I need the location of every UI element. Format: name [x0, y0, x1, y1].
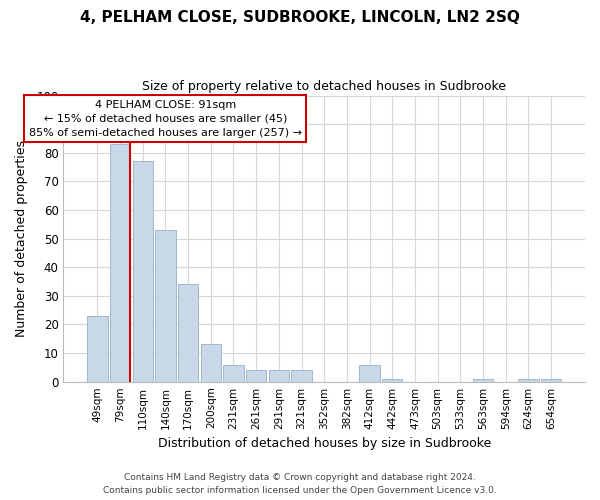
Bar — [178, 284, 199, 382]
Bar — [223, 364, 244, 382]
Y-axis label: Number of detached properties: Number of detached properties — [15, 140, 28, 337]
Bar — [246, 370, 266, 382]
X-axis label: Distribution of detached houses by size in Sudbrooke: Distribution of detached houses by size … — [158, 437, 491, 450]
Bar — [292, 370, 312, 382]
Text: Contains HM Land Registry data © Crown copyright and database right 2024.
Contai: Contains HM Land Registry data © Crown c… — [103, 474, 497, 495]
Bar — [518, 379, 539, 382]
Bar — [473, 379, 493, 382]
Bar — [133, 162, 153, 382]
Bar — [269, 370, 289, 382]
Bar — [87, 316, 107, 382]
Text: 4 PELHAM CLOSE: 91sqm
← 15% of detached houses are smaller (45)
85% of semi-deta: 4 PELHAM CLOSE: 91sqm ← 15% of detached … — [29, 100, 302, 138]
Title: Size of property relative to detached houses in Sudbrooke: Size of property relative to detached ho… — [142, 80, 506, 93]
Bar — [382, 379, 403, 382]
Bar — [110, 144, 130, 382]
Bar — [155, 230, 176, 382]
Bar — [200, 344, 221, 382]
Text: 4, PELHAM CLOSE, SUDBROOKE, LINCOLN, LN2 2SQ: 4, PELHAM CLOSE, SUDBROOKE, LINCOLN, LN2… — [80, 10, 520, 25]
Bar — [359, 364, 380, 382]
Bar — [541, 379, 561, 382]
